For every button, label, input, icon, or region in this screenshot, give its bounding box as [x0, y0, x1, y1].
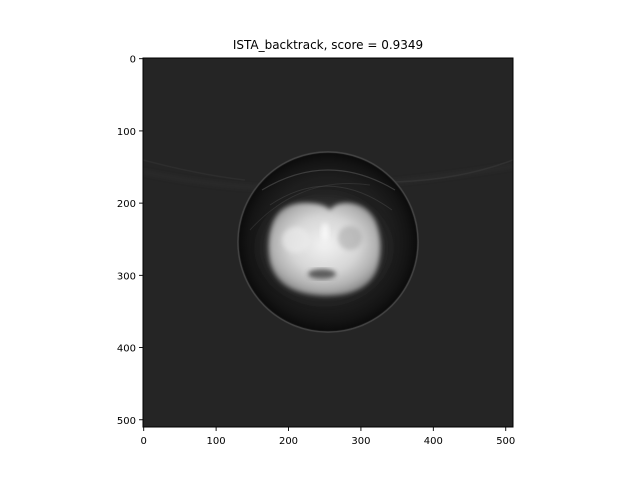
x-tick-label: 500 [496, 436, 515, 447]
y-tick-label: 0 [130, 55, 136, 66]
bright-lobe-left [282, 227, 310, 253]
reconstruction-image [143, 58, 513, 427]
x-tick-label: 400 [424, 436, 443, 447]
arc-artifact [269, 185, 393, 211]
figure-title: ISTA_backtrack, score = 0.9349 [233, 38, 423, 52]
dim-lobe-right [338, 226, 362, 250]
disk-edge [237, 151, 419, 333]
arc-artifact [261, 169, 396, 191]
bright-region [268, 202, 381, 296]
streak-artifact [143, 159, 246, 181]
y-tick-label: 200 [117, 199, 136, 210]
x-tick-label: 300 [351, 436, 370, 447]
x-tick-label: 0 [141, 436, 147, 447]
x-tick-label: 200 [279, 436, 298, 447]
x-axis: 0 100 200 300 400 500 [141, 427, 515, 447]
center-highlight [321, 223, 329, 241]
y-tick-label: 100 [117, 127, 136, 138]
dark-spot [308, 269, 336, 279]
y-tick-label: 300 [117, 271, 136, 282]
y-tick-label: 400 [117, 344, 136, 355]
y-axis: 0 100 200 300 400 500 [117, 55, 143, 427]
x-tick-label: 100 [207, 436, 226, 447]
axes-frame [142, 57, 514, 428]
arc-artifact [249, 182, 371, 231]
y-tick-label: 500 [117, 416, 136, 427]
streak-artifact [394, 159, 513, 183]
